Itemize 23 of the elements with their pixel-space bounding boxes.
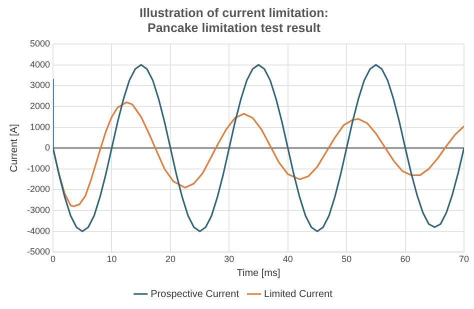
y-tick-label: 1000: [30, 122, 50, 132]
y-tick-label: 5000: [30, 38, 50, 48]
y-axis-title: Current [A]: [8, 124, 20, 172]
y-tick-label: 0: [45, 142, 50, 153]
x-tick-label: 10: [106, 254, 117, 264]
x-tick-label: 60: [400, 254, 410, 264]
x-axis-title: Time [ms]: [236, 268, 280, 279]
x-tick-label: 20: [165, 254, 176, 264]
x-tick-label: 40: [282, 254, 293, 264]
y-tick-label: -3000: [26, 205, 50, 216]
y-tick-label: 2000: [30, 100, 50, 111]
y-tick-label: -1000: [26, 163, 50, 174]
x-tick-label: 50: [342, 254, 352, 264]
y-tick-label: 3000: [30, 80, 50, 90]
chart-title: Illustration of current limitation: Pancake limitation test result: [140, 6, 328, 35]
legend-label: Limited Current: [264, 288, 333, 300]
x-tick-label: 70: [458, 254, 470, 264]
y-tick-label: -4000: [26, 226, 50, 236]
x-tick-label: 30: [224, 254, 234, 264]
y-tick-label: -5000: [26, 246, 50, 257]
y-tick-label: -2000: [26, 184, 50, 194]
legend-label: Prospective Current: [150, 288, 240, 300]
y-tick-label: 4000: [30, 59, 50, 70]
